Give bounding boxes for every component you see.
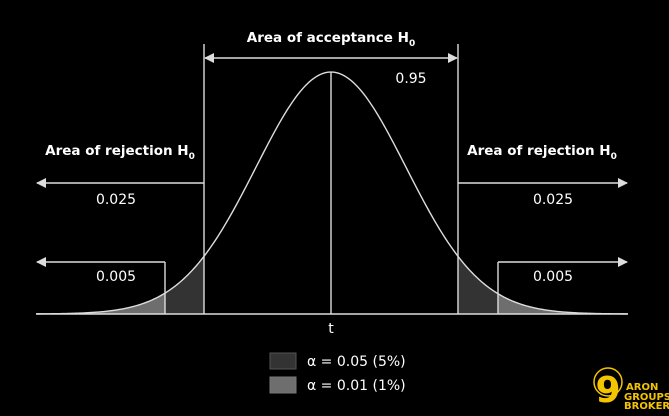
right-tail-alpha-05 (458, 256, 498, 314)
rejection-label-left: Area of rejection H0 (45, 143, 195, 162)
legend-label-05: α = 0.05 (5%) (307, 354, 406, 370)
legend-label-01: α = 0.01 (1%) (307, 378, 406, 394)
logo-line1: ARON (626, 382, 658, 393)
acceptance-label: Area of acceptance H0 (247, 30, 415, 49)
logo-digit: 9 (595, 370, 620, 411)
axis-label-t: t (328, 321, 334, 337)
left-tail-alpha-05 (165, 256, 204, 314)
left-probability-01: 0.005 (96, 269, 136, 285)
legend-swatch-01 (269, 376, 297, 394)
aron-groups-logo: 9 ARON GROUPS BROKER (593, 367, 669, 412)
right-probability-01: 0.005 (533, 269, 573, 285)
rejection-label-right: Area of rejection H0 (467, 143, 617, 162)
acceptance-probability: 0.95 (395, 71, 426, 87)
normal-curve (35, 71, 629, 315)
logo-line3: BROKER (624, 401, 669, 412)
legend-swatch-05 (269, 352, 297, 370)
left-tail-alpha-01 (36, 293, 165, 314)
logo-line2: GROUPS (624, 392, 669, 403)
right-probability-05: 0.025 (533, 192, 573, 208)
legend: α = 0.05 (5%) α = 0.01 (1%) (269, 352, 406, 394)
right-tail-alpha-01 (498, 293, 628, 314)
left-probability-05: 0.025 (96, 192, 136, 208)
